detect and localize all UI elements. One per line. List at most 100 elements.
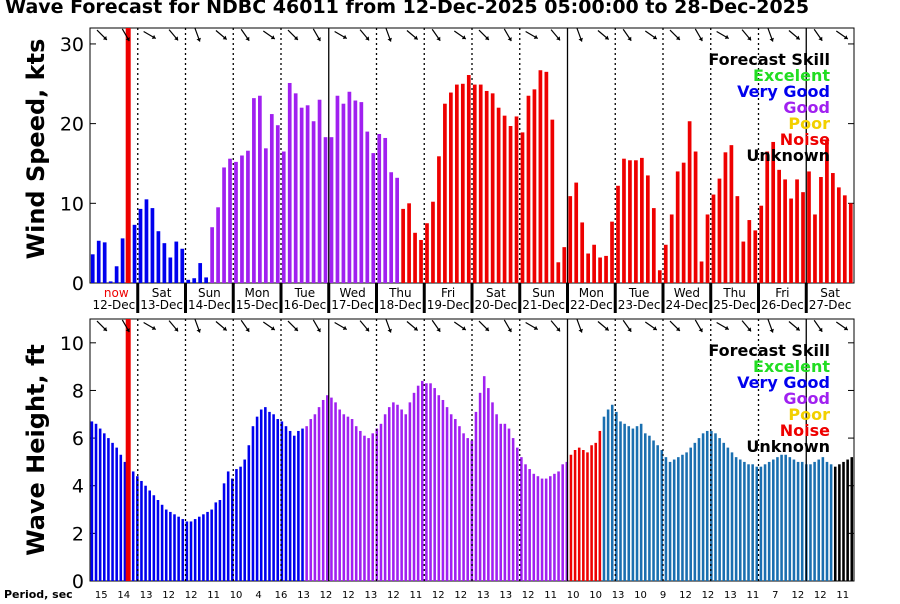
bar bbox=[836, 187, 841, 283]
y-tick-label: 0 bbox=[72, 273, 84, 295]
bar bbox=[449, 414, 453, 581]
period-value: 13 bbox=[499, 590, 512, 600]
bar bbox=[751, 464, 754, 581]
bar bbox=[557, 471, 560, 581]
bar bbox=[532, 89, 537, 283]
bar bbox=[586, 253, 591, 283]
period-value: 7 bbox=[772, 590, 778, 600]
bar bbox=[594, 442, 598, 581]
date-separator bbox=[184, 283, 187, 313]
bar bbox=[107, 438, 110, 581]
arrow-head bbox=[578, 328, 583, 333]
bar bbox=[668, 461, 672, 581]
day-of-week-label: Sat bbox=[820, 286, 840, 300]
direction-arrow bbox=[525, 321, 539, 331]
arrow-head bbox=[747, 36, 752, 41]
arrow-head bbox=[174, 36, 179, 41]
period-value: 10 bbox=[230, 590, 243, 600]
bar bbox=[119, 454, 123, 581]
legend-item: Unknown bbox=[746, 146, 830, 165]
arrow-head bbox=[627, 327, 632, 332]
bar bbox=[592, 244, 596, 283]
bar bbox=[784, 454, 787, 581]
arrow-head bbox=[578, 37, 583, 42]
direction-arrow bbox=[168, 29, 179, 41]
bar bbox=[556, 262, 561, 283]
bar bbox=[354, 426, 358, 581]
bar bbox=[772, 459, 775, 581]
bar bbox=[412, 392, 416, 581]
bar bbox=[202, 514, 205, 581]
bar bbox=[511, 438, 515, 581]
legend-item: Very Good bbox=[737, 82, 830, 101]
bar bbox=[329, 137, 334, 283]
period-value: 11 bbox=[747, 590, 760, 600]
arrow-head bbox=[604, 35, 609, 40]
direction-arrow bbox=[262, 321, 276, 331]
direction-arrow bbox=[194, 28, 201, 42]
bar bbox=[833, 466, 837, 581]
bar bbox=[693, 151, 698, 283]
period-value: 16 bbox=[275, 590, 288, 600]
bar bbox=[392, 402, 395, 581]
bar bbox=[763, 464, 767, 581]
bar bbox=[309, 419, 313, 581]
legend-item: Noise bbox=[780, 421, 830, 440]
bar bbox=[701, 433, 705, 581]
period-value: 12 bbox=[454, 590, 467, 600]
arrow-head bbox=[436, 327, 441, 332]
direction-arrow bbox=[503, 319, 512, 333]
direction-arrow bbox=[334, 321, 348, 331]
bar bbox=[640, 157, 644, 283]
y-tick-label: 2 bbox=[72, 523, 84, 545]
bar bbox=[765, 151, 770, 283]
date-separator bbox=[231, 283, 235, 313]
date-separator bbox=[613, 283, 617, 313]
bar bbox=[677, 457, 680, 581]
bar bbox=[801, 192, 805, 283]
day-of-week-label: Thu bbox=[388, 286, 412, 300]
arrow-head bbox=[769, 37, 774, 42]
bar bbox=[431, 201, 435, 283]
bar bbox=[723, 152, 728, 283]
bar bbox=[164, 509, 168, 581]
bar bbox=[341, 103, 346, 283]
bar bbox=[675, 171, 680, 283]
date-label: 16-Dec bbox=[283, 298, 326, 312]
bar bbox=[255, 416, 259, 581]
arrow-head bbox=[652, 35, 657, 40]
bar bbox=[162, 243, 167, 283]
legend-item: Good bbox=[783, 389, 830, 408]
direction-arrow bbox=[194, 319, 201, 333]
bar bbox=[759, 466, 763, 581]
date-label: 15-Dec bbox=[236, 298, 279, 312]
arrow-head bbox=[365, 36, 370, 41]
arrow-head bbox=[102, 35, 107, 40]
bar bbox=[687, 121, 692, 283]
bar bbox=[247, 445, 251, 581]
period-value: 13 bbox=[724, 590, 737, 600]
bar bbox=[553, 473, 556, 581]
bar bbox=[549, 476, 552, 581]
bar bbox=[413, 232, 417, 283]
direction-arrow bbox=[597, 30, 610, 40]
bar bbox=[148, 490, 151, 581]
bar bbox=[317, 99, 322, 283]
bar bbox=[496, 107, 501, 283]
bar bbox=[156, 231, 161, 283]
bar bbox=[96, 240, 101, 283]
direction-arrow bbox=[741, 29, 752, 41]
arrow-head bbox=[365, 327, 370, 332]
arrow-head bbox=[795, 326, 800, 331]
bar bbox=[365, 131, 370, 283]
bar bbox=[478, 392, 482, 581]
bar bbox=[150, 208, 155, 283]
bar bbox=[454, 419, 457, 581]
bar bbox=[831, 173, 835, 283]
bar bbox=[367, 438, 370, 581]
direction-arrow bbox=[716, 321, 730, 331]
bar bbox=[664, 457, 668, 581]
day-of-week-label: Wed bbox=[340, 286, 366, 300]
